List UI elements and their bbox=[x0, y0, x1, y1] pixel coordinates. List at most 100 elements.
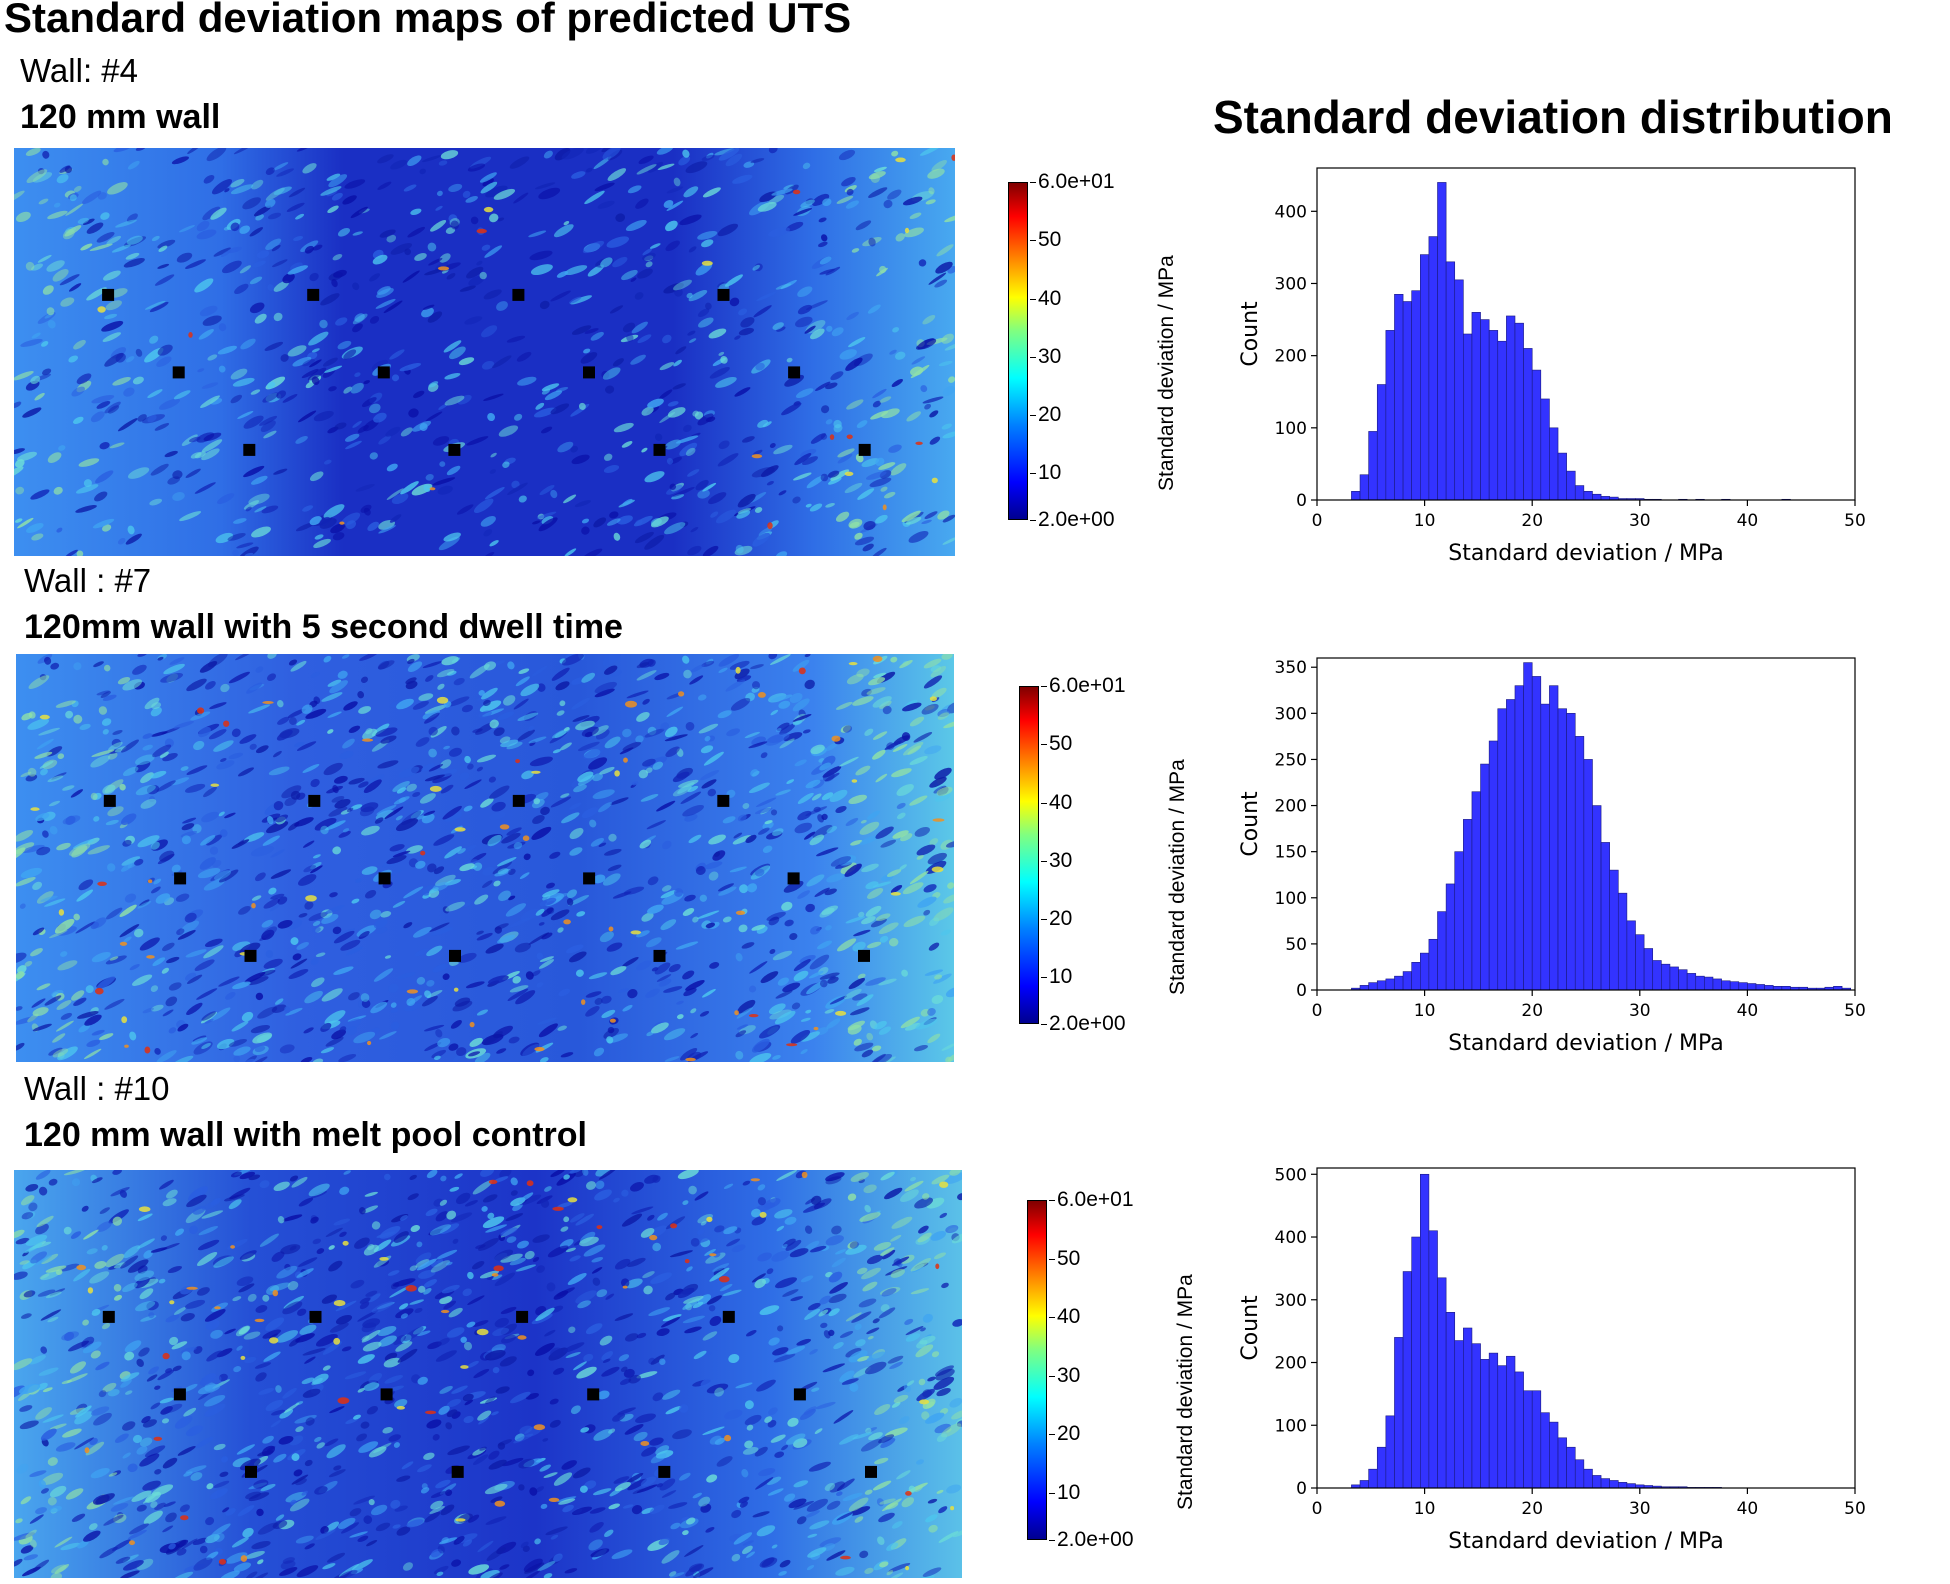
histogram-chart: 0 10 20 30 40 50 0 100 200 300 400 Standard deviati… bbox=[1238, 167, 1866, 566]
histogram-bar bbox=[1420, 952, 1430, 991]
colorbar bbox=[1008, 182, 1028, 520]
histogram-bar bbox=[1704, 976, 1714, 991]
sd-map bbox=[16, 654, 954, 1062]
histogram-bar bbox=[1514, 1371, 1524, 1489]
colorbar-tickmark bbox=[1030, 240, 1036, 242]
histogram-bar bbox=[1445, 261, 1456, 501]
histogram-bar bbox=[1540, 703, 1550, 991]
colorbar-tickmark bbox=[1030, 415, 1036, 417]
x-tick-label: 40 bbox=[1737, 1001, 1759, 1021]
y-tick-label: 300 bbox=[1275, 704, 1307, 724]
histogram-bar bbox=[1592, 805, 1602, 991]
plot-frame bbox=[1316, 657, 1856, 991]
histogram-bar bbox=[1488, 740, 1499, 991]
x-axis-label: Standard deviation / MPa bbox=[1448, 541, 1723, 566]
histogram-bar bbox=[1437, 911, 1447, 991]
histogram-bar bbox=[1661, 963, 1671, 991]
histogram-bar bbox=[1626, 920, 1636, 991]
histogram-bar bbox=[1454, 1340, 1464, 1489]
x-axis-label: Standard deviation / MPa bbox=[1448, 1529, 1723, 1554]
x-tick-label: 30 bbox=[1629, 1499, 1651, 1519]
colorbar-tick: 10 bbox=[1038, 461, 1062, 485]
histogram-bar bbox=[1747, 983, 1757, 991]
histogram-bar bbox=[1497, 340, 1507, 501]
histogram-bar bbox=[1497, 708, 1507, 991]
colorbar-tickmark bbox=[1030, 298, 1036, 300]
colorbar-tick: 30 bbox=[1057, 1363, 1081, 1387]
histogram-bar bbox=[1471, 312, 1481, 501]
histogram-bar bbox=[1652, 960, 1662, 991]
histogram-bar bbox=[1394, 1337, 1404, 1489]
histogram-bar bbox=[1368, 1468, 1378, 1489]
histogram-chart: 0 10 20 30 40 50 0 50 100 150 200 250 300 350 Standard… bbox=[1238, 657, 1866, 1056]
histogram-bar bbox=[1463, 819, 1473, 991]
plot-frame bbox=[1316, 167, 1856, 501]
colorbar-tick: 50 bbox=[1057, 1246, 1081, 1270]
histogram-bar bbox=[1669, 966, 1679, 991]
y-tick-label: 400 bbox=[1275, 1228, 1307, 1248]
colorbar-tick: 50 bbox=[1049, 732, 1073, 756]
bars bbox=[1351, 182, 1791, 501]
bars bbox=[1351, 662, 1852, 991]
histogram-bar bbox=[1506, 315, 1516, 501]
histogram-bar bbox=[1566, 470, 1576, 501]
sd-map-image bbox=[16, 654, 954, 1062]
histogram-bar bbox=[1411, 962, 1421, 991]
histogram-bar bbox=[1480, 1359, 1490, 1489]
histogram-bar bbox=[1445, 883, 1456, 991]
colorbar-tickmark bbox=[1030, 182, 1036, 183]
colorbar-tickmark bbox=[1041, 686, 1047, 687]
histogram-bar bbox=[1764, 985, 1774, 991]
histogram-bar bbox=[1376, 384, 1387, 501]
colorbar-tick: 2.0e+00 bbox=[1057, 1528, 1134, 1551]
colorbar-tick: 20 bbox=[1038, 403, 1062, 427]
histogram-bar bbox=[1617, 892, 1628, 991]
histogram-bar bbox=[1428, 938, 1438, 991]
histogram-bar bbox=[1420, 1173, 1430, 1489]
histogram-bar bbox=[1557, 452, 1567, 501]
colorbar bbox=[1027, 1200, 1047, 1540]
histogram-bar bbox=[1480, 763, 1490, 991]
colorbar-tickmark bbox=[1041, 1024, 1047, 1025]
histogram-bar bbox=[1574, 485, 1585, 501]
histogram-bar bbox=[1488, 1352, 1499, 1489]
x-tick-label: 20 bbox=[1521, 1499, 1543, 1519]
colorbar-tickmark bbox=[1041, 744, 1047, 746]
colorbar-tickmark bbox=[1041, 919, 1047, 921]
y-tick-label: 200 bbox=[1275, 347, 1307, 367]
colorbar-tick: 30 bbox=[1038, 344, 1062, 368]
colorbar-tick: 50 bbox=[1038, 228, 1062, 252]
histogram-bar bbox=[1635, 934, 1645, 991]
colorbar-tick: 20 bbox=[1057, 1422, 1081, 1446]
histogram-bar bbox=[1514, 322, 1524, 501]
colorbar-tick: 30 bbox=[1049, 848, 1073, 872]
histogram-bar bbox=[1488, 330, 1499, 501]
histogram-bar bbox=[1592, 1475, 1602, 1489]
sd-map bbox=[14, 1170, 962, 1578]
histogram-bar bbox=[1609, 1480, 1619, 1489]
x-tick-label: 10 bbox=[1414, 511, 1436, 531]
colorbar-tick: 6.0e+01 bbox=[1049, 674, 1126, 697]
histogram-bar bbox=[1454, 851, 1464, 991]
colorbar-label: Standard deviation / MPa bbox=[1174, 1274, 1197, 1510]
colorbar-tickmark bbox=[1049, 1258, 1055, 1260]
histogram-bar bbox=[1514, 685, 1524, 991]
colorbar-tick: 2.0e+00 bbox=[1049, 1012, 1126, 1035]
histogram-bar bbox=[1402, 301, 1412, 501]
wall-desc: 120 mm wall with melt pool control bbox=[24, 1116, 587, 1154]
x-tick-label: 0 bbox=[1312, 1499, 1323, 1519]
histogram-bar bbox=[1454, 279, 1464, 501]
histogram-bar bbox=[1583, 759, 1593, 991]
x-tick-label: 30 bbox=[1629, 511, 1651, 531]
colorbar-tick: 40 bbox=[1049, 790, 1073, 814]
colorbar-tickmark bbox=[1049, 1540, 1055, 1541]
y-tick-label: 150 bbox=[1275, 843, 1307, 863]
x-tick-label: 30 bbox=[1629, 1001, 1651, 1021]
colorbar-tickmark bbox=[1049, 1434, 1055, 1436]
y-axis-label: Count bbox=[1238, 301, 1263, 367]
histogram-bar bbox=[1557, 708, 1567, 991]
y-tick-label: 250 bbox=[1275, 750, 1307, 770]
y-tick-label: 300 bbox=[1275, 1291, 1307, 1311]
colorbar-tickmark bbox=[1049, 1493, 1055, 1495]
